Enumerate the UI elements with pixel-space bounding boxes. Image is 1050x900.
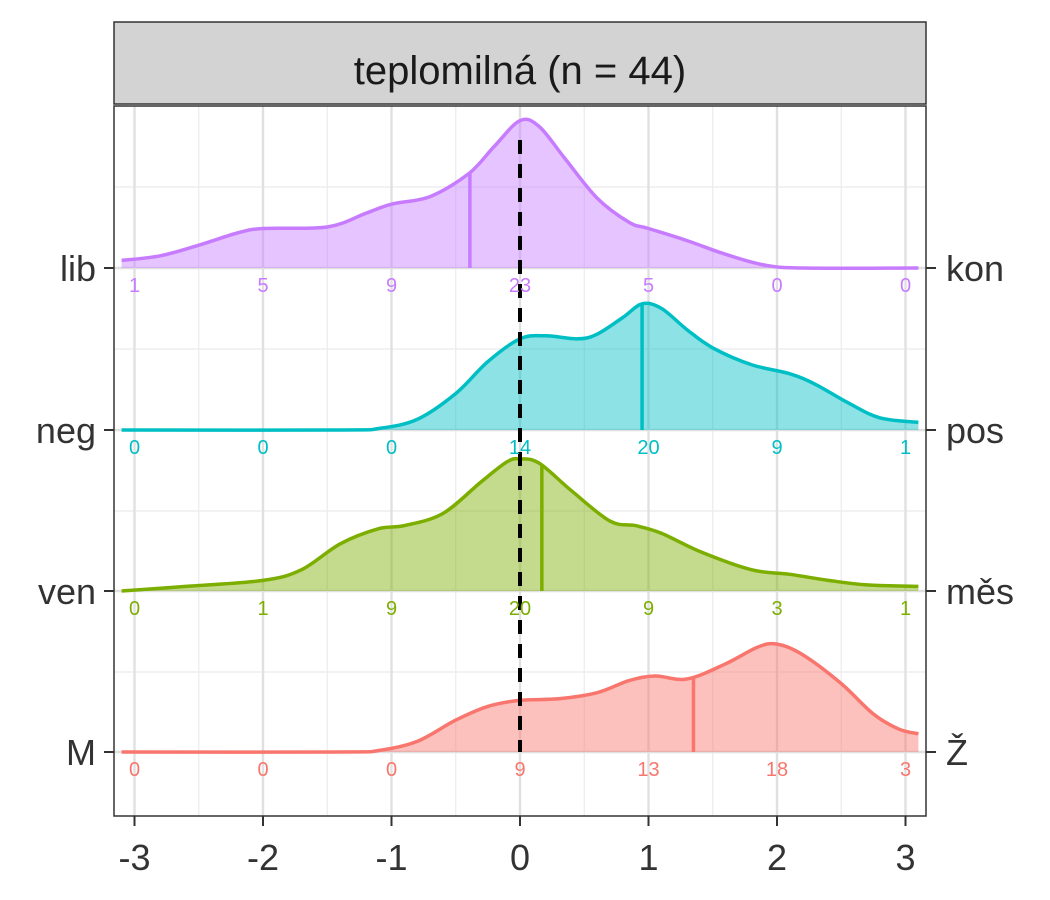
bin-count-label: 20 bbox=[637, 437, 659, 459]
bin-count-label: 9 bbox=[386, 598, 397, 620]
y-axis-left: lib neg ven M bbox=[36, 248, 114, 773]
ridge-area bbox=[121, 643, 919, 753]
x-tick-label: -3 bbox=[118, 837, 150, 878]
bin-count-label: 14 bbox=[509, 437, 531, 459]
ridge-line bbox=[121, 456, 919, 593]
bin-count-label: 9 bbox=[771, 437, 782, 459]
bin-count-label: 0 bbox=[129, 598, 140, 620]
bin-count-label: 1 bbox=[129, 275, 140, 297]
x-tick-label: 2 bbox=[767, 837, 787, 878]
y-label-left: lib bbox=[60, 248, 96, 289]
ridge-line bbox=[121, 117, 919, 270]
y-label-right: měs bbox=[946, 571, 1014, 612]
bin-count-label: 13 bbox=[637, 759, 659, 781]
bin-count-label: 5 bbox=[643, 275, 654, 297]
bin-count-label: 0 bbox=[900, 275, 911, 297]
ridge-line bbox=[121, 641, 919, 754]
facet-strip bbox=[113, 21, 927, 105]
bin-count-label: 0 bbox=[257, 759, 268, 781]
x-tick-label: 3 bbox=[895, 837, 915, 878]
y-label-left: neg bbox=[36, 410, 96, 451]
bin-count-label: 1 bbox=[900, 437, 911, 459]
grid-lines bbox=[114, 106, 926, 816]
bin-count-label: 3 bbox=[771, 598, 782, 620]
bin-count-label: 1 bbox=[900, 598, 911, 620]
y-label-right: pos bbox=[946, 410, 1004, 451]
x-tick-label: -2 bbox=[247, 837, 279, 878]
bin-count-label: 1 bbox=[257, 598, 268, 620]
bin-count-label: 0 bbox=[129, 437, 140, 459]
bin-count-label: 0 bbox=[386, 759, 397, 781]
x-axis: -3 -2 -1 0 1 2 3 bbox=[118, 816, 916, 878]
bin-count-label: 5 bbox=[257, 275, 268, 297]
ridge-line bbox=[121, 301, 919, 432]
x-tick-label: -1 bbox=[375, 837, 407, 878]
bin-count-label: 18 bbox=[766, 759, 788, 781]
facet-title: teplomilná (n = 44) bbox=[354, 49, 686, 93]
y-label-left: ven bbox=[38, 571, 96, 612]
bin-count-label: 9 bbox=[643, 598, 654, 620]
bin-count-label: 20 bbox=[509, 598, 531, 620]
bin-count-labels: 1 5 9 23 5 0 0 0 0 0 14 20 9 1 0 1 9 20 9 3 1 0 0 0 9 13 18 3 bbox=[129, 275, 911, 781]
bin-count-label: 0 bbox=[771, 275, 782, 297]
bin-count-label: 23 bbox=[509, 275, 531, 297]
bin-count-label: 0 bbox=[386, 437, 397, 459]
bin-count-label: 0 bbox=[129, 759, 140, 781]
bin-count-label: 3 bbox=[900, 759, 911, 781]
y-label-right: Ž bbox=[946, 732, 968, 773]
y-label-left: M bbox=[66, 732, 96, 773]
x-tick-label: 1 bbox=[638, 837, 658, 878]
bin-count-label: 9 bbox=[386, 275, 397, 297]
bin-count-label: 9 bbox=[514, 759, 525, 781]
ridge-M bbox=[121, 641, 919, 754]
y-axis-right: kon pos měs Ž bbox=[926, 248, 1014, 773]
x-tick-label: 0 bbox=[510, 837, 530, 878]
bin-count-label: 0 bbox=[257, 437, 268, 459]
y-label-right: kon bbox=[946, 248, 1004, 289]
